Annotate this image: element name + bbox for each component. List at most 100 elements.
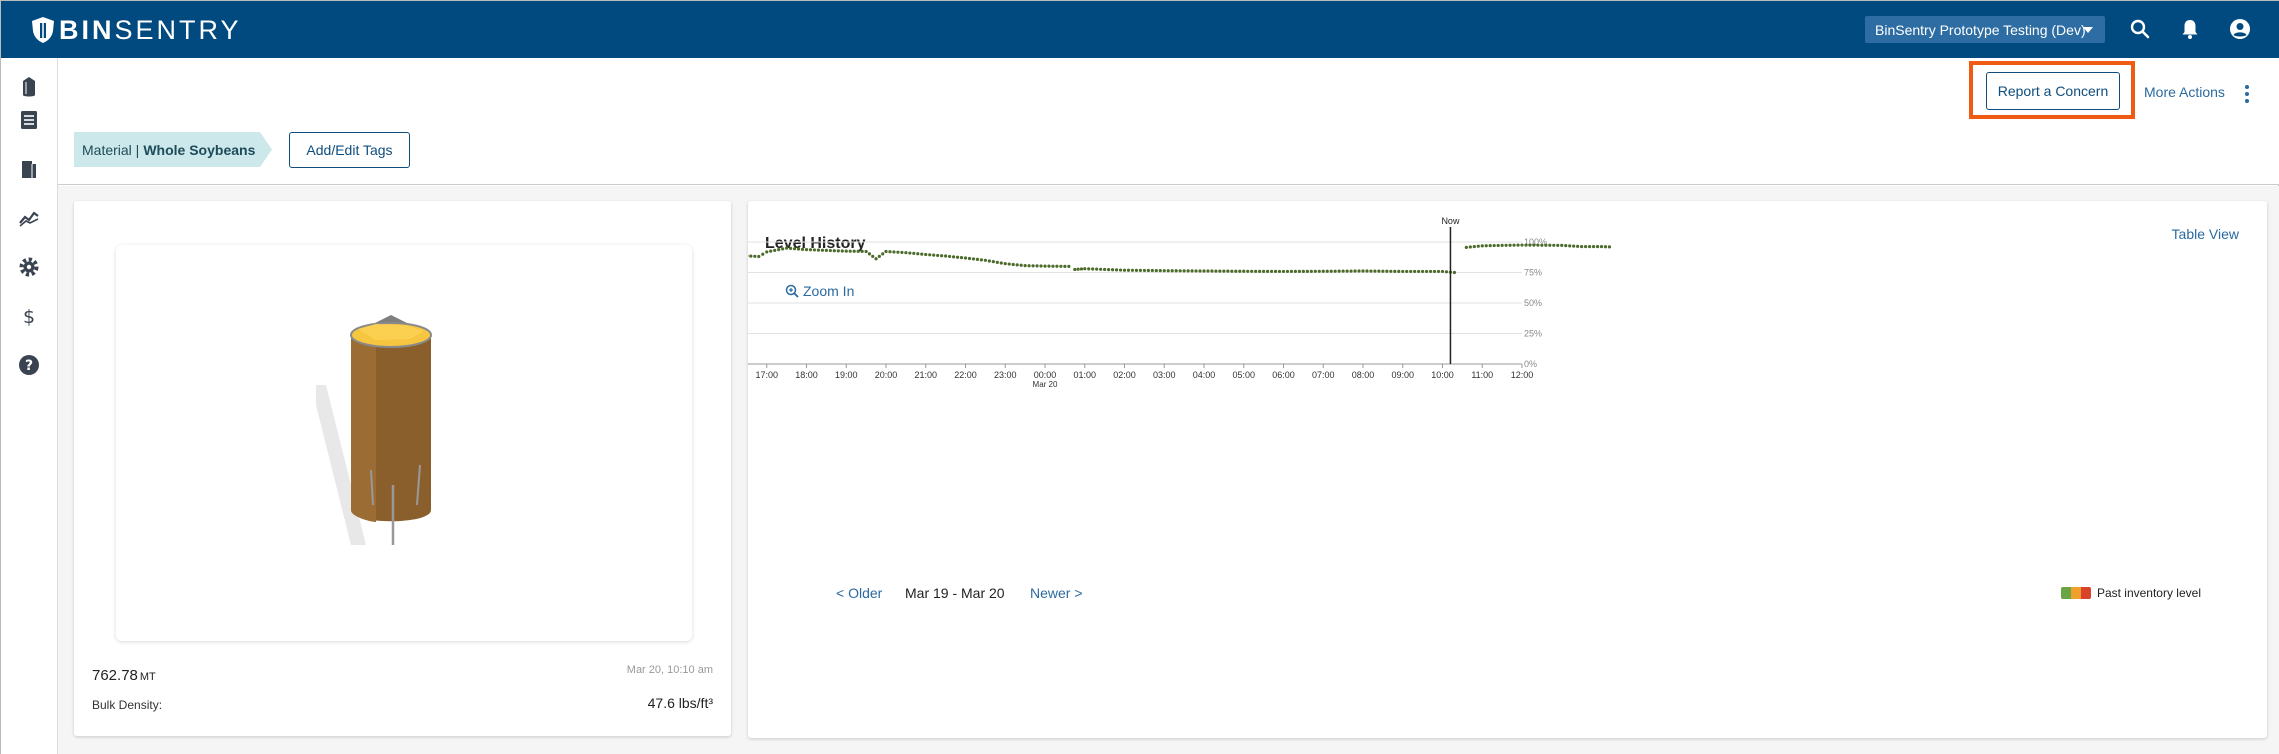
table-view-link[interactable]: Table View <box>2171 226 2239 242</box>
data-point <box>1178 269 1182 273</box>
data-point <box>912 251 916 256</box>
chevron-down-icon <box>2083 27 2093 33</box>
data-point <box>1238 269 1242 273</box>
now-label: Now <box>1441 216 1460 226</box>
data-point <box>1007 262 1011 266</box>
data-point <box>1496 243 1500 248</box>
data-point <box>761 252 765 256</box>
data-point <box>1532 243 1536 247</box>
newer-link[interactable]: Newer > <box>1030 585 1083 601</box>
data-point <box>824 248 828 252</box>
data-point <box>848 249 852 253</box>
data-point <box>1556 243 1560 247</box>
data-point <box>1073 267 1077 272</box>
x-tick-label: 00:00 <box>1034 370 1057 380</box>
x-sublabel: Mar 20 <box>1033 380 1058 389</box>
data-point <box>916 252 920 256</box>
data-point <box>789 246 793 251</box>
data-point <box>1377 269 1381 273</box>
data-point <box>828 248 832 253</box>
data-point <box>785 246 789 250</box>
data-point <box>1194 269 1198 273</box>
x-tick-label: 19:00 <box>835 370 858 380</box>
binsentry-logo[interactable]: BINSENTRY <box>31 15 242 45</box>
level-history-card: Level History Table View Zoom In 00%2002… <box>748 201 2267 738</box>
x-tick-label: 05:00 <box>1232 370 1255 380</box>
kebab-menu-icon[interactable] <box>2244 84 2250 104</box>
data-point <box>904 251 908 255</box>
data-point <box>1337 269 1341 273</box>
x-tick-label: 21:00 <box>914 370 937 380</box>
data-point <box>1480 244 1484 248</box>
data-point <box>1095 267 1099 271</box>
list-icon[interactable] <box>17 108 41 132</box>
data-point <box>1162 269 1166 273</box>
data-point <box>860 249 864 253</box>
data-point <box>1568 244 1572 248</box>
data-point <box>1305 269 1309 273</box>
zoom-in-button[interactable]: Zoom In <box>785 283 854 299</box>
data-point <box>777 248 781 252</box>
documents-icon[interactable] <box>17 157 41 181</box>
data-point <box>892 250 896 254</box>
data-point <box>1595 244 1600 249</box>
data-point <box>1250 269 1254 273</box>
data-point <box>1107 268 1111 272</box>
bin-weight: 762.78 MT <box>92 667 156 684</box>
search-icon[interactable] <box>2128 17 2152 41</box>
bell-icon[interactable] <box>2178 17 2202 41</box>
data-point <box>1552 243 1556 247</box>
trend-icon[interactable] <box>17 206 41 230</box>
tag-value: Whole Soybeans <box>143 141 256 158</box>
data-point <box>975 257 980 261</box>
account-icon[interactable] <box>2228 17 2252 41</box>
older-link[interactable]: < Older <box>836 585 883 601</box>
data-point <box>1373 269 1377 273</box>
data-point <box>1130 268 1135 272</box>
legend-swatch <box>2060 587 2091 599</box>
data-point <box>1317 269 1321 273</box>
data-point <box>1444 270 1449 274</box>
x-tick-label: 12:00 <box>1511 370 1534 380</box>
data-point <box>1210 269 1214 273</box>
data-point <box>816 248 821 252</box>
data-point <box>884 249 888 254</box>
report-concern-button[interactable]: Report a Concern <box>1986 72 2120 110</box>
data-point <box>1273 269 1278 274</box>
data-point <box>874 257 878 261</box>
data-point <box>1059 264 1063 268</box>
data-point <box>1174 269 1178 273</box>
level-history-chart[interactable]: 00%20025%40050%60075%800100%MT13:0014:00… <box>748 201 2267 581</box>
data-point <box>1118 268 1123 272</box>
gear-icon[interactable] <box>17 255 41 279</box>
data-point <box>896 250 900 254</box>
data-point <box>995 260 999 264</box>
zoom-in-icon <box>785 284 799 298</box>
bin-icon[interactable] <box>17 75 41 99</box>
data-point <box>959 256 964 260</box>
data-point <box>1389 269 1393 273</box>
data-point <box>979 258 983 262</box>
data-point <box>1246 269 1250 273</box>
data-point <box>757 254 761 259</box>
add-edit-tags-button[interactable]: Add/Edit Tags <box>289 132 410 168</box>
more-actions-link[interactable]: More Actions <box>2144 84 2225 100</box>
data-point <box>1472 244 1476 249</box>
help-icon[interactable]: ? <box>17 353 41 377</box>
data-point <box>749 254 753 258</box>
data-point <box>1528 243 1532 247</box>
data-point <box>1436 269 1441 274</box>
data-point <box>864 249 868 254</box>
data-point <box>1198 269 1202 273</box>
data-point <box>804 248 809 252</box>
y2-tick-label: 75% <box>1524 268 1542 278</box>
data-point <box>900 250 904 255</box>
data-point <box>1401 269 1405 274</box>
organization-selector[interactable]: BinSentry Prototype Testing (Dev) <box>1865 16 2105 43</box>
legend-label: Past inventory level <box>2096 586 2201 600</box>
data-point <box>1432 269 1437 274</box>
x-tick-label: 01:00 <box>1073 370 1096 380</box>
weight-value: 762.78 <box>92 667 138 684</box>
data-point <box>967 256 972 261</box>
dollar-icon[interactable]: $ <box>17 304 41 328</box>
